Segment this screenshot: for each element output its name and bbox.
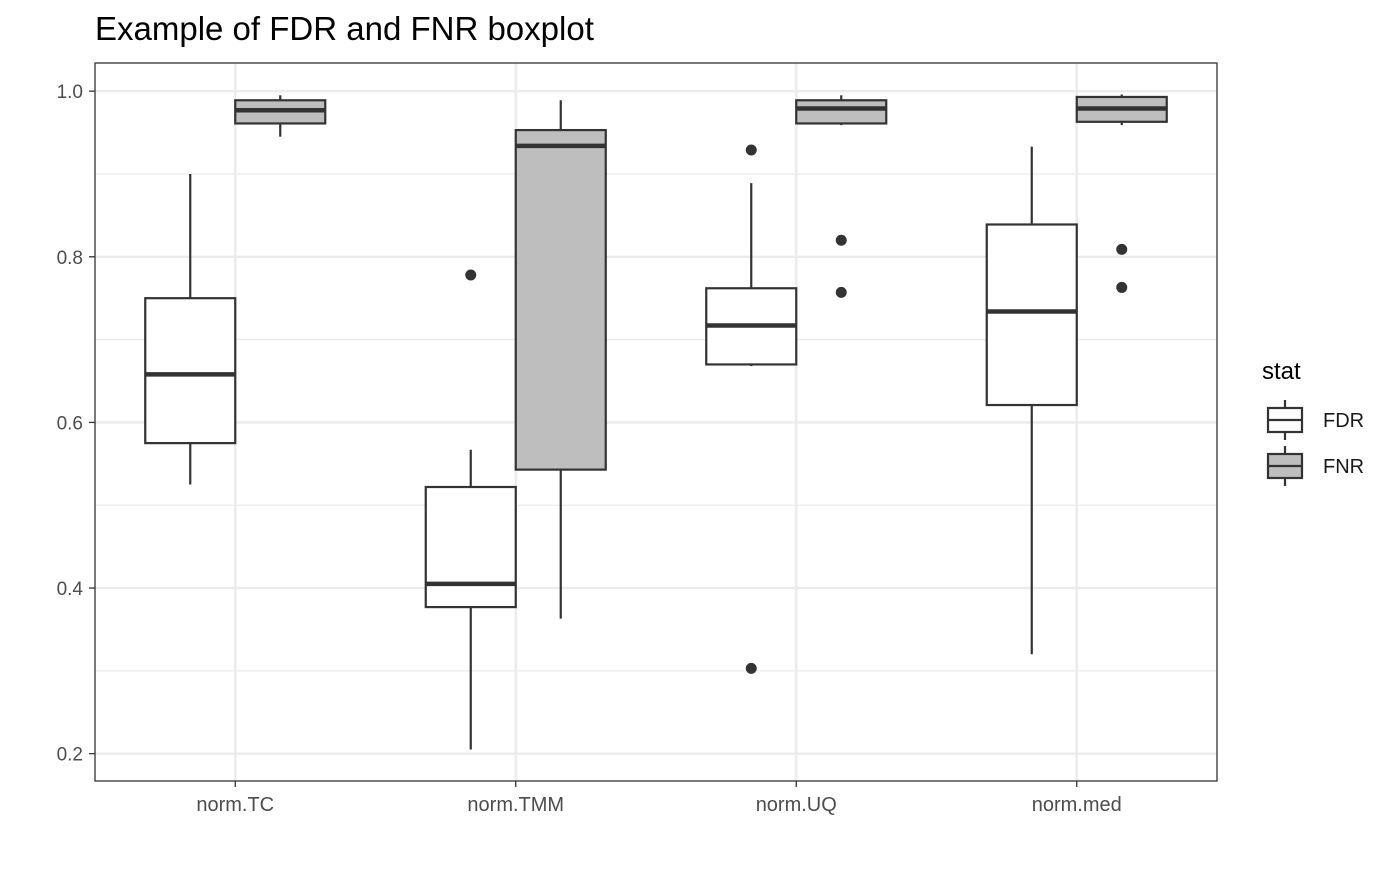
box-body	[144, 297, 237, 445]
x-axis: norm.TC norm.TMM norm.UQ norm.med	[196, 781, 1122, 816]
outlier-point	[1116, 243, 1128, 255]
boxes	[144, 94, 1168, 750]
box-fdr-norm-TC	[144, 173, 237, 485]
box-body	[985, 223, 1078, 407]
legend-label: FNR	[1323, 456, 1364, 478]
outlier-point	[745, 662, 757, 674]
box-body	[795, 99, 888, 125]
y-tick-label: 1.0	[57, 82, 83, 103]
chart-title: Example of FDR and FNR boxplot	[95, 10, 594, 47]
box-fdr-norm-TMM	[424, 269, 517, 750]
outlier-point	[465, 269, 477, 281]
box-fnr-norm-TC	[234, 95, 327, 137]
major-gridlines	[95, 63, 1217, 781]
x-tick-label: norm.TMM	[467, 794, 564, 816]
outlier-point	[835, 286, 847, 298]
x-tick-label: norm.UQ	[756, 794, 837, 816]
legend-item-fnr: FNR	[1266, 446, 1364, 486]
box-fnr-norm-UQ	[795, 95, 888, 298]
y-tick-label: 0.6	[57, 413, 83, 434]
legend-item-fdr: FDR	[1266, 400, 1364, 440]
box-fnr-norm-med	[1075, 94, 1168, 293]
outlier-point	[835, 234, 847, 246]
legend-label: FDR	[1323, 410, 1364, 432]
outlier-point	[1116, 281, 1128, 293]
box-body	[424, 485, 517, 609]
box-fnr-norm-TMM	[514, 100, 607, 619]
box-fdr-norm-UQ	[705, 144, 798, 674]
y-tick-label: 0.4	[57, 579, 84, 600]
legend: stat FDR FNR	[1262, 358, 1364, 486]
y-tick-label: 0.8	[57, 248, 83, 269]
minor-gridlines	[95, 173, 1217, 672]
box-body	[514, 128, 607, 471]
x-tick-label: norm.med	[1032, 794, 1122, 816]
x-tick-label: norm.TC	[196, 794, 274, 816]
legend-title: stat	[1262, 358, 1301, 385]
y-tick-label: 0.2	[57, 745, 83, 766]
box-fdr-norm-med	[985, 146, 1078, 655]
y-axis: 0.2 0.4 0.6 0.8 1.0	[57, 82, 95, 766]
outlier-point	[745, 144, 757, 156]
